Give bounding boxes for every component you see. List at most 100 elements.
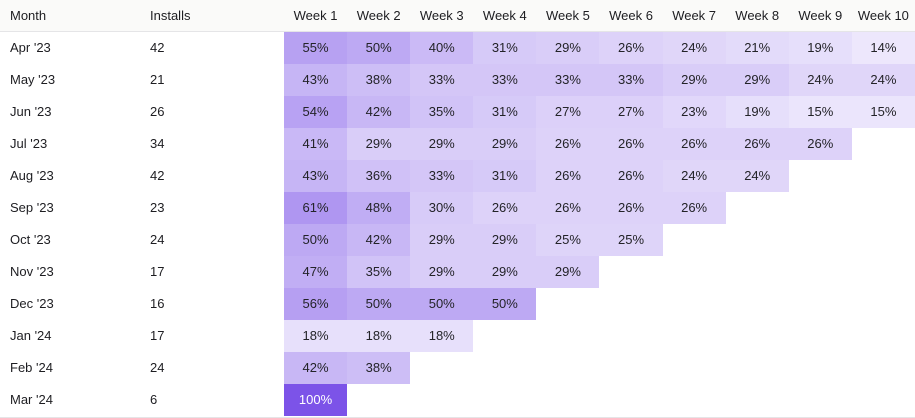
- retention-cell: 35%: [347, 256, 411, 288]
- retention-cell: 50%: [410, 288, 474, 320]
- week-headers: Week 1 Week 2 Week 3 Week 4 Week 5 Week 6 Week…: [284, 0, 915, 32]
- retention-cells: 54% 42% 35% 31% 27% 27% 23% 19% 15% 15%: [284, 96, 915, 128]
- retention-cell: 36%: [347, 160, 411, 192]
- retention-cell: 19%: [725, 96, 789, 128]
- retention-cell: 61%: [284, 192, 348, 224]
- retention-cell: 33%: [536, 64, 600, 96]
- cohort-row: Jul '23 34 41% 29% 29% 29% 26% 26% 26% 26% 26%: [0, 128, 915, 160]
- retention-cell: 56%: [284, 288, 348, 320]
- retention-cell: 50%: [473, 288, 537, 320]
- retention-cell: 29%: [725, 64, 789, 96]
- retention-cell: 100%: [284, 384, 348, 416]
- month-cell: Mar '24: [10, 392, 53, 407]
- retention-cell: 43%: [284, 160, 348, 192]
- retention-cell: 24%: [788, 64, 852, 96]
- retention-cell: 26%: [536, 128, 600, 160]
- month-cell: May '23: [10, 72, 56, 87]
- column-header-week: Week 9: [798, 7, 843, 23]
- cohort-row: Nov '23 17 47% 35% 29% 29% 29%: [0, 256, 915, 288]
- column-header-week: Week 5: [546, 7, 590, 23]
- installs-cell: 34: [150, 136, 165, 151]
- column-header-installs: Installs: [150, 7, 191, 23]
- retention-cell: 18%: [347, 320, 411, 352]
- retention-cell: 29%: [536, 256, 600, 288]
- retention-cell: 18%: [284, 320, 348, 352]
- retention-cell: 55%: [284, 32, 348, 64]
- retention-cell: 50%: [347, 32, 411, 64]
- retention-cell: 29%: [410, 224, 474, 256]
- retention-cell: 21%: [725, 32, 789, 64]
- month-cell: Dec '23: [10, 296, 54, 311]
- month-cell: Nov '23: [10, 264, 54, 279]
- installs-cell: 23: [150, 200, 165, 215]
- retention-cell: 30%: [410, 192, 474, 224]
- column-header-week: Week 1: [293, 7, 338, 23]
- retention-cell: 31%: [473, 32, 537, 64]
- retention-cells: 56% 50% 50% 50%: [284, 288, 537, 320]
- retention-cell: 38%: [347, 64, 411, 96]
- retention-cell: 26%: [725, 128, 789, 160]
- cohort-row: Jan '24 17 18% 18% 18%: [0, 320, 915, 352]
- retention-cell: 31%: [473, 96, 537, 128]
- retention-cell: 54%: [284, 96, 348, 128]
- column-header-week: Week 10: [857, 7, 909, 23]
- retention-cell: 31%: [473, 160, 537, 192]
- retention-cell: 27%: [536, 96, 600, 128]
- retention-cell: 50%: [347, 288, 411, 320]
- retention-cell: 35%: [410, 96, 474, 128]
- cohort-table-body: Apr '23 42 55% 50% 40% 31% 29% 26% 24% 21% 19% 14…: [0, 32, 915, 416]
- retention-cell: 48%: [347, 192, 411, 224]
- installs-cell: 24: [150, 232, 165, 247]
- retention-cell: 26%: [473, 192, 537, 224]
- month-cell: Jun '23: [10, 104, 52, 119]
- installs-cell: 21: [150, 72, 165, 87]
- retention-cell: 27%: [599, 96, 663, 128]
- retention-cell: 42%: [347, 224, 411, 256]
- cohort-row: Feb '24 24 42% 38%: [0, 352, 915, 384]
- retention-cell: 24%: [851, 64, 915, 96]
- column-header-week: Week 6: [609, 7, 653, 23]
- retention-cell: 26%: [536, 160, 600, 192]
- installs-cell: 24: [150, 360, 165, 375]
- month-cell: Oct '23: [10, 232, 51, 247]
- column-header-week: Week 4: [482, 7, 527, 23]
- retention-cells: 61% 48% 30% 26% 26% 26% 26%: [284, 192, 726, 224]
- cohort-row: Jun '23 26 54% 42% 35% 31% 27% 27% 23% 19% 15% 15…: [0, 96, 915, 128]
- retention-cells: 18% 18% 18%: [284, 320, 474, 352]
- installs-cell: 42: [150, 40, 165, 55]
- retention-cell: 18%: [410, 320, 474, 352]
- retention-cell: 43%: [284, 64, 348, 96]
- installs-cell: 26: [150, 104, 165, 119]
- retention-cell: 33%: [599, 64, 663, 96]
- retention-cells: 50% 42% 29% 29% 25% 25%: [284, 224, 663, 256]
- retention-cell: 38%: [347, 352, 411, 384]
- cohort-row: Dec '23 16 56% 50% 50% 50%: [0, 288, 915, 320]
- retention-cell: 26%: [788, 128, 852, 160]
- installs-cell: 17: [150, 328, 165, 343]
- retention-cell: 42%: [284, 352, 348, 384]
- cohort-row: Aug '23 42 43% 36% 33% 31% 26% 26% 24% 24%: [0, 160, 915, 192]
- column-header-week: Week 8: [735, 7, 780, 23]
- cohort-row: May '23 21 43% 38% 33% 33% 33% 33% 29% 29% 24% 24…: [0, 64, 915, 96]
- installs-cell: 42: [150, 168, 165, 183]
- retention-cell: 47%: [284, 256, 348, 288]
- cohort-row: Sep '23 23 61% 48% 30% 26% 26% 26% 26%: [0, 192, 915, 224]
- installs-cell: 16: [150, 296, 165, 311]
- cohort-row: Oct '23 24 50% 42% 29% 29% 25% 25%: [0, 224, 915, 256]
- retention-cell: 24%: [725, 160, 789, 192]
- retention-cells: 43% 38% 33% 33% 33% 33% 29% 29% 24% 24%: [284, 64, 915, 96]
- month-cell: Apr '23: [10, 40, 51, 55]
- retention-cell: 23%: [662, 96, 726, 128]
- retention-cell: 33%: [410, 64, 474, 96]
- column-header-week: Week 7: [672, 7, 717, 23]
- retention-cell: 26%: [662, 128, 726, 160]
- column-header-week: Week 3: [419, 7, 464, 23]
- retention-cell: 50%: [284, 224, 348, 256]
- retention-cell: 15%: [788, 96, 852, 128]
- retention-cell: 29%: [536, 32, 600, 64]
- month-cell: Jan '24: [10, 328, 52, 343]
- retention-cell: 24%: [662, 32, 726, 64]
- retention-cell: 42%: [347, 96, 411, 128]
